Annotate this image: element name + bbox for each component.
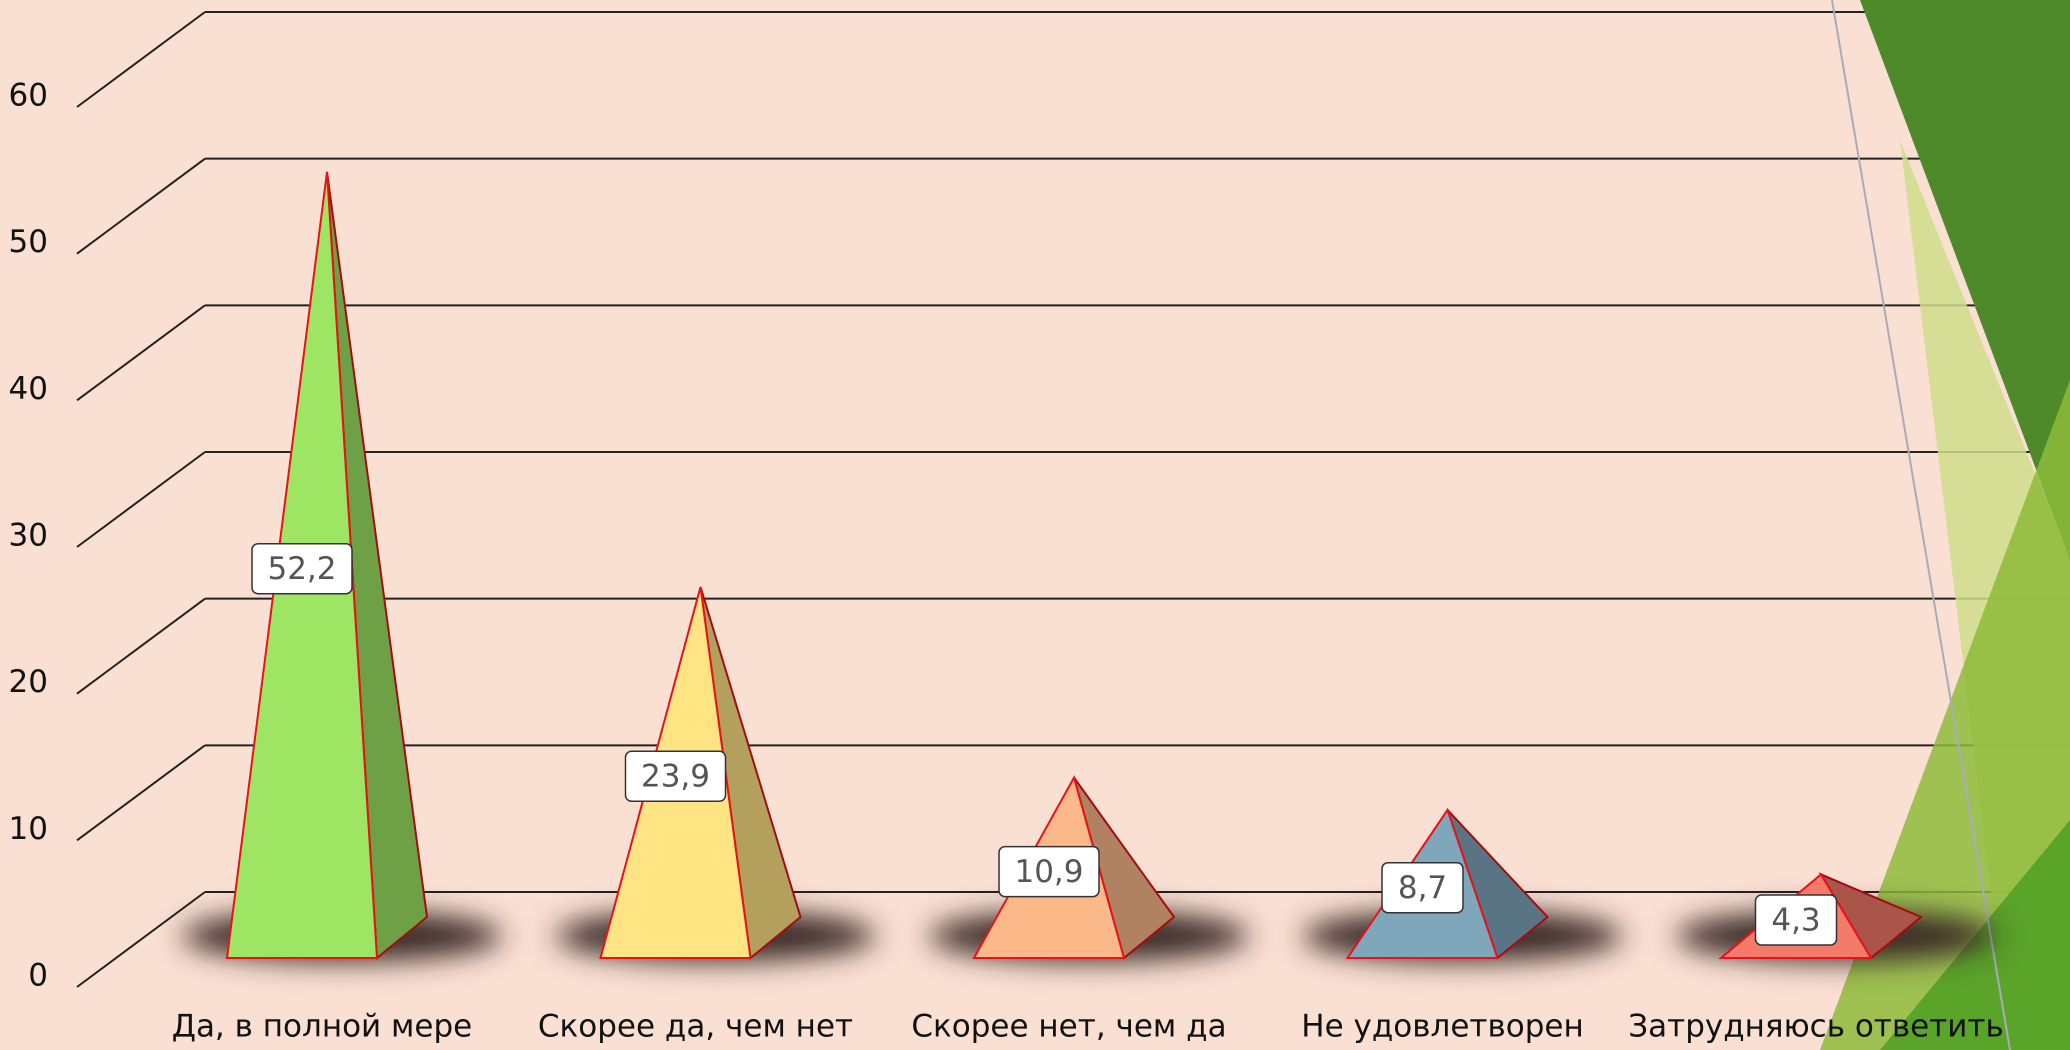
deco-triangle [1820, 380, 2070, 1050]
y-tick-label: 50 [9, 224, 48, 260]
grid-line [76, 157, 206, 255]
value-label-box [251, 542, 353, 595]
value-label-box [998, 845, 1100, 898]
value-label: 8,7 [1398, 870, 1447, 906]
x-tick-label: Да, в полной мере [172, 1009, 473, 1045]
deco-line [1831, 0, 2011, 1050]
y-tick-label: 20 [9, 664, 48, 700]
grid-line [76, 451, 206, 548]
y-tick-label: 40 [9, 371, 48, 407]
grid-line [76, 597, 206, 695]
value-label: 23,9 [641, 759, 710, 795]
value-label-box [1754, 894, 1838, 946]
value-label: 52,2 [267, 551, 336, 587]
x-tick-label: Скорее да, чем нет [538, 1009, 853, 1045]
x-tick-label: Скорее нет, чем да [911, 1009, 1226, 1045]
grid-line [76, 304, 206, 402]
y-tick-label: 30 [9, 518, 48, 554]
value-label: 4,3 [1771, 902, 1820, 938]
grid-line [76, 11, 206, 108]
value-label-box [624, 750, 727, 802]
value-label: 10,9 [1014, 854, 1083, 890]
y-tick-label: 60 [9, 78, 48, 114]
grid-line [76, 891, 206, 988]
x-tick-label: Затрудняюсь ответить [1628, 1009, 2003, 1045]
decoration [1820, 0, 2070, 1050]
y-tick-label: 10 [9, 811, 48, 847]
y-tick-label: 0 [28, 958, 48, 994]
value-label-box [1381, 861, 1464, 914]
x-tick-label: Не удовлетворен [1301, 1009, 1583, 1045]
grid-line [76, 744, 206, 842]
deco-triangle [1860, 0, 2070, 560]
